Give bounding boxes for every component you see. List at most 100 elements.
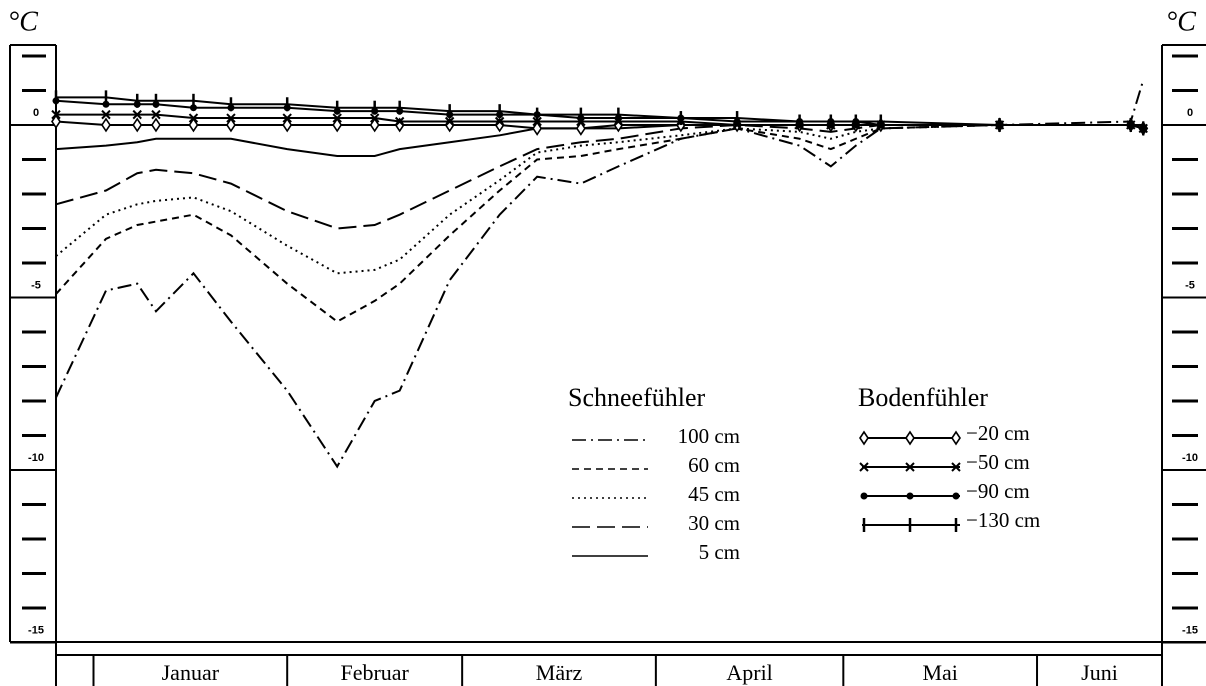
legend-item: 30 cm xyxy=(572,511,740,535)
marker-shape xyxy=(951,430,961,446)
marker-shape xyxy=(951,462,961,472)
marker-shape xyxy=(282,117,293,133)
marker xyxy=(905,430,915,446)
marker xyxy=(188,117,199,133)
marker-shape xyxy=(51,114,61,129)
marker-shape xyxy=(444,116,455,127)
marker-shape xyxy=(151,109,161,120)
marker-shape xyxy=(906,492,914,500)
marker xyxy=(151,109,161,120)
month-label: Mai xyxy=(922,660,957,685)
marker xyxy=(188,113,199,123)
month-label: Januar xyxy=(162,660,220,685)
legend-label: −130 cm xyxy=(966,508,1040,532)
marker-shape xyxy=(51,109,61,120)
frame xyxy=(9,44,1206,686)
marker-shape xyxy=(332,117,343,133)
marker-shape xyxy=(188,117,199,133)
marker-shape xyxy=(332,113,342,123)
marker-shape xyxy=(905,462,915,472)
marker-shape xyxy=(575,120,586,136)
marker-shape xyxy=(188,113,199,123)
marker xyxy=(444,116,455,127)
marker xyxy=(226,113,236,123)
marker-shape xyxy=(101,117,111,133)
legend-label: 45 cm xyxy=(688,482,740,506)
y2-tick-label: 0 xyxy=(1187,107,1193,119)
marker xyxy=(951,430,961,446)
marker xyxy=(132,117,143,133)
marker-shape xyxy=(226,113,236,123)
legend-item: −50 cm xyxy=(859,450,1030,474)
marker xyxy=(282,113,292,123)
legend-label: 100 cm xyxy=(678,424,740,448)
marker xyxy=(132,109,142,120)
legend-label: −50 cm xyxy=(966,450,1030,474)
y-tick-label: 0 xyxy=(33,107,39,119)
y2-tick-label: -15 xyxy=(1182,624,1198,636)
marker-shape xyxy=(132,109,142,120)
y-tick-label: -5 xyxy=(31,279,41,291)
series-line xyxy=(55,123,1144,323)
legend-item: 5 cm xyxy=(572,540,740,564)
legend-label: 30 cm xyxy=(688,511,740,535)
marker xyxy=(394,116,405,127)
marker xyxy=(101,109,111,120)
marker xyxy=(332,113,342,123)
legend-title: Bodenfühler xyxy=(858,383,988,412)
y-axis-label: °C xyxy=(8,6,38,37)
marker xyxy=(952,492,960,500)
marker xyxy=(282,117,293,133)
marker xyxy=(332,117,343,133)
marker-shape xyxy=(101,109,111,120)
marker-shape xyxy=(532,120,543,136)
marker xyxy=(859,462,869,472)
marker-shape xyxy=(132,117,143,133)
month-label: März xyxy=(536,660,583,685)
marker-shape xyxy=(282,113,292,123)
month-label: April xyxy=(726,660,772,685)
marker xyxy=(860,492,868,500)
legend-title: Schneefühler xyxy=(568,383,706,412)
marker xyxy=(51,109,61,120)
y2-tick-label: -5 xyxy=(1185,279,1195,291)
legend-label: −20 cm xyxy=(966,421,1030,445)
y2-axis-label: °C xyxy=(1166,6,1196,37)
marker xyxy=(369,117,380,133)
marker xyxy=(575,120,586,136)
y-tick-label: -15 xyxy=(28,624,44,636)
marker xyxy=(369,113,380,123)
marker-shape xyxy=(151,117,161,133)
series-line xyxy=(55,123,1144,230)
marker-shape xyxy=(494,116,505,127)
marker xyxy=(151,117,161,133)
marker-shape xyxy=(394,116,405,127)
marker-shape xyxy=(859,462,869,472)
y-tick-label: -10 xyxy=(28,452,44,464)
marker-shape xyxy=(369,117,380,133)
marker xyxy=(225,117,236,133)
legend-item: −90 cm xyxy=(860,479,1030,503)
marker-shape xyxy=(369,113,380,123)
marker xyxy=(494,116,505,127)
marker xyxy=(51,114,61,129)
month-label: Juni xyxy=(1081,660,1118,685)
marker-shape xyxy=(905,430,915,446)
month-label: Februar xyxy=(340,660,409,685)
marker xyxy=(906,492,914,500)
series-line xyxy=(55,79,1145,469)
marker xyxy=(951,462,961,472)
legend-item: 100 cm xyxy=(572,424,740,448)
legend-label: 60 cm xyxy=(688,453,740,477)
marker-shape xyxy=(860,492,868,500)
series-line xyxy=(56,96,1144,130)
legend-item: 60 cm xyxy=(572,453,740,477)
marker-shape xyxy=(225,117,236,133)
series-line xyxy=(55,123,1144,275)
marker xyxy=(859,430,869,446)
marker xyxy=(101,117,111,133)
legend-label: 5 cm xyxy=(699,540,740,564)
marker-shape xyxy=(859,430,869,446)
legend-item: −20 cm xyxy=(859,421,1030,446)
